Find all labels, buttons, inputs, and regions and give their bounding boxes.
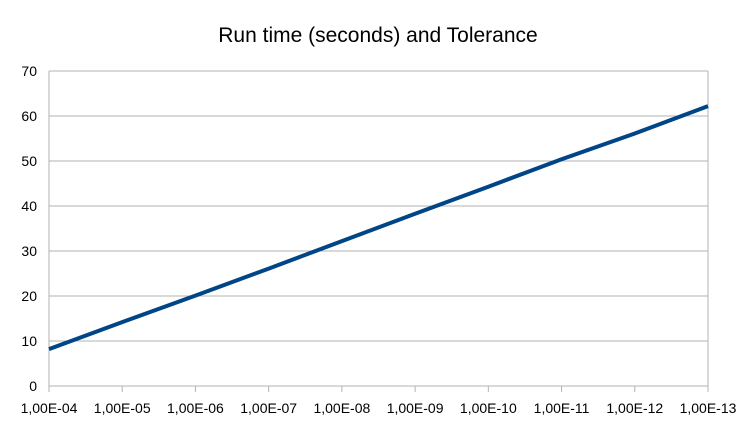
x-tick-label: 1,00E-07 xyxy=(240,400,297,416)
x-tick-label: 1,00E-06 xyxy=(167,400,224,416)
y-tick-label: 60 xyxy=(21,108,37,124)
x-tick-label: 1,00E-13 xyxy=(680,400,737,416)
x-tick-label: 1,00E-11 xyxy=(534,400,590,416)
axes xyxy=(48,71,709,392)
y-tick-label: 50 xyxy=(21,153,37,169)
x-tick-label: 1,00E-04 xyxy=(21,400,78,416)
y-tick-label: 20 xyxy=(21,288,37,304)
y-tick-label: 0 xyxy=(29,378,37,394)
x-tick-label: 1,00E-10 xyxy=(460,400,517,416)
x-tick-label: 1,00E-05 xyxy=(94,400,151,416)
chart-title: Run time (seconds) and Tolerance xyxy=(218,24,537,47)
y-tick-label: 70 xyxy=(21,63,37,79)
y-tick-label: 40 xyxy=(21,198,37,214)
gridlines xyxy=(49,70,709,386)
y-tick-label: 10 xyxy=(21,333,37,349)
x-tick-label: 1,00E-09 xyxy=(387,400,444,416)
x-axis-tick-labels: 1,00E-04 1,00E-05 1,00E-06 1,00E-07 1,00E-08… xyxy=(21,400,737,416)
y-axis-tick-labels: 0 10 20 30 40 50 60 70 xyxy=(21,63,37,394)
x-tick-label: 1,00E-08 xyxy=(313,400,370,416)
series-line-0 xyxy=(48,104,709,351)
x-tick-label: 1,00E-12 xyxy=(606,400,663,416)
series-lines xyxy=(48,104,709,351)
y-tick-label: 30 xyxy=(21,243,37,259)
